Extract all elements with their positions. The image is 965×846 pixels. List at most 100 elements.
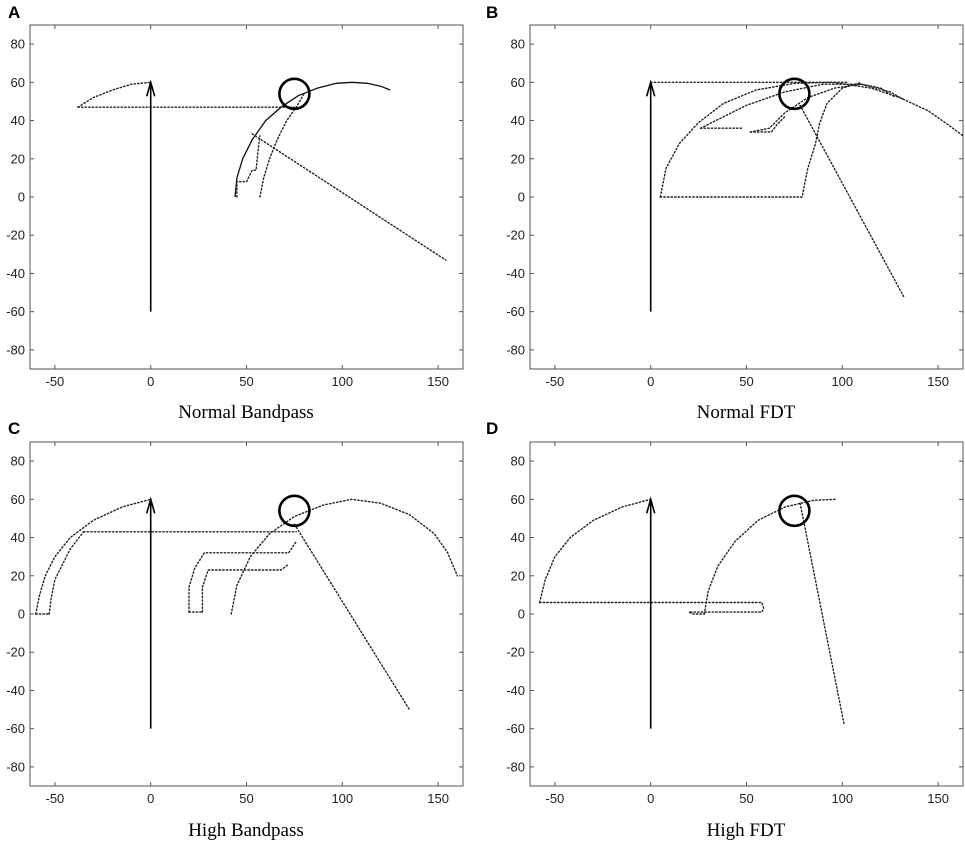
panel-a-series-arc-left bbox=[77, 81, 152, 108]
panel-a-series-steps bbox=[236, 135, 261, 198]
panel-a-ytick-label: 20 bbox=[11, 151, 25, 166]
panel-a-ytick-label: 40 bbox=[11, 113, 25, 128]
panel-c-ytick-label: -80 bbox=[6, 759, 25, 774]
panel-a-series-arc-right-solid bbox=[234, 81, 391, 198]
panel-c-xtick-label: 150 bbox=[427, 791, 449, 806]
panel-a-ytick-label: -60 bbox=[6, 304, 25, 319]
panel-b-series-inner-steps bbox=[749, 115, 786, 133]
panel-a-plot-frame bbox=[29, 24, 464, 370]
panel-d-series-right-arc bbox=[703, 498, 838, 615]
panel-a-ytick-label: -80 bbox=[6, 342, 25, 357]
panel-c: 80 60 40 20 0 -20 -40 -60 -80 -50 0 50 100 150 C High B… bbox=[6, 419, 464, 841]
panel-c-series-box-outer bbox=[188, 540, 297, 613]
panel-b-ytick-label: 0 bbox=[518, 190, 525, 205]
panel-a-series-diagonal bbox=[251, 133, 447, 261]
panel-d-xtick-label: 50 bbox=[739, 791, 753, 806]
panel-b-series-diagonal bbox=[799, 104, 905, 298]
panel-b-arrow-head bbox=[645, 79, 656, 97]
panel-c-ytick-label: -40 bbox=[6, 683, 25, 698]
panel-c-series-big-arc bbox=[230, 498, 458, 615]
panel-c-xtick-label: 100 bbox=[331, 791, 353, 806]
panel-d-xtick-label: 0 bbox=[647, 791, 654, 806]
panel-d: 80 60 40 20 0 -20 -40 -60 -80 -50 0 50 100 150 D High F… bbox=[486, 419, 964, 841]
panel-d-xtick-label: 100 bbox=[831, 791, 853, 806]
panel-d-plot-frame bbox=[529, 441, 964, 787]
panel-c-ytick-label: 40 bbox=[11, 530, 25, 545]
panel-c-ytick-label: 80 bbox=[11, 454, 25, 469]
panel-a-target-circle bbox=[278, 77, 311, 111]
panel-d-ytick-label: -20 bbox=[506, 645, 525, 660]
panel-a-arrow-head bbox=[145, 79, 156, 97]
panel-d-ytick-label: 0 bbox=[518, 607, 525, 622]
panel-b-ytick-label: -60 bbox=[506, 304, 525, 319]
panel-a-ytick-label: 80 bbox=[11, 37, 25, 52]
panel-a-xtick-label: 0 bbox=[147, 374, 154, 389]
panel-c-series-box-inner bbox=[201, 563, 290, 613]
panel-c-ytick-label: 20 bbox=[11, 568, 25, 583]
panel-a-ytick-label: -40 bbox=[6, 266, 25, 281]
panel-a-series-inner-arc bbox=[259, 93, 305, 198]
panel-b-xtick-label: 50 bbox=[739, 374, 753, 389]
panel-c-ytick-label: 60 bbox=[11, 492, 25, 507]
panel-b-target-circle bbox=[778, 77, 811, 111]
panel-c-series-diagonal bbox=[293, 523, 411, 711]
panel-c-arrow-head bbox=[145, 496, 156, 514]
panel-b-series-mid-arc bbox=[699, 83, 905, 129]
panel-c-title: High Bandpass bbox=[188, 820, 304, 841]
panel-c-series-inner-arc-left bbox=[48, 531, 85, 615]
panel-b-letter: B bbox=[486, 3, 498, 22]
panel-d-xtick-label: 150 bbox=[927, 791, 949, 806]
panel-b-ytick-label: 60 bbox=[511, 75, 525, 90]
panel-b-ytick-label: -20 bbox=[506, 228, 525, 243]
panel-d-series-diagonal bbox=[799, 502, 845, 726]
panel-c-ytick-label: 0 bbox=[18, 607, 25, 622]
panel-a: 80 60 40 20 0 -20 -40 -60 -80 -50 0 50 100 150 A Normal… bbox=[6, 3, 464, 423]
panel-d-series-long-box bbox=[538, 601, 765, 615]
panel-b-series-big-arc bbox=[659, 81, 964, 198]
panel-d-ytick-label: 80 bbox=[511, 454, 525, 469]
panel-c-xtick-label: 50 bbox=[239, 791, 253, 806]
panel-b-xtick-label: 100 bbox=[831, 374, 853, 389]
panel-b-ytick-label: -80 bbox=[506, 342, 525, 357]
panel-a-title: Normal Bandpass bbox=[178, 402, 314, 423]
panel-b-ytick-label: -40 bbox=[506, 266, 525, 281]
panel-c-ytick-label: -20 bbox=[6, 645, 25, 660]
panel-c-target-circle bbox=[278, 494, 311, 528]
panel-b-xtick-label: 150 bbox=[927, 374, 949, 389]
panel-d-ytick-label: -80 bbox=[506, 759, 525, 774]
panel-b-ytick-label: 20 bbox=[511, 151, 525, 166]
panel-d-ytick-label: -40 bbox=[506, 683, 525, 698]
panel-b-ytick-label: 80 bbox=[511, 37, 525, 52]
panel-a-ytick-label: 60 bbox=[11, 75, 25, 90]
panel-d-title: High FDT bbox=[707, 820, 786, 841]
panel-c-xtick-label: 0 bbox=[147, 791, 154, 806]
panel-d-ytick-label: -60 bbox=[506, 721, 525, 736]
panel-b: 80 60 40 20 0 -20 -40 -60 -80 -50 0 50 100 150 B Normal… bbox=[486, 3, 964, 423]
panel-d-arrow-head bbox=[645, 496, 656, 514]
panel-d-ytick-label: 20 bbox=[511, 568, 525, 583]
panel-a-ytick-label: -20 bbox=[6, 228, 25, 243]
panel-a-letter: A bbox=[8, 3, 20, 22]
panel-a-xtick-label: 150 bbox=[427, 374, 449, 389]
panel-b-ytick-label: 40 bbox=[511, 113, 525, 128]
panel-a-xtick-label: 50 bbox=[239, 374, 253, 389]
panel-c-xtick-label: -50 bbox=[46, 791, 65, 806]
panel-b-series-bottom-box bbox=[659, 81, 863, 198]
panel-c-plot-frame bbox=[29, 441, 464, 787]
panel-a-xtick-label: -50 bbox=[46, 374, 65, 389]
panel-d-ytick-label: 60 bbox=[511, 492, 525, 507]
panel-b-series-inner-arc bbox=[749, 83, 897, 133]
panel-d-ytick-label: 40 bbox=[511, 530, 525, 545]
panel-d-target-circle bbox=[778, 494, 811, 528]
panel-c-letter: C bbox=[8, 419, 20, 438]
panel-a-xtick-label: 100 bbox=[331, 374, 353, 389]
panel-d-xtick-label: -50 bbox=[546, 791, 565, 806]
panel-b-title: Normal FDT bbox=[697, 402, 796, 423]
panel-a-ytick-label: 0 bbox=[18, 190, 25, 205]
panel-b-xtick-label: -50 bbox=[546, 374, 565, 389]
panel-b-xtick-label: 0 bbox=[647, 374, 654, 389]
panel-d-series-left-arc bbox=[538, 498, 652, 604]
panel-d-letter: D bbox=[486, 419, 498, 438]
panel-c-series-outer-arc-left bbox=[35, 498, 152, 615]
